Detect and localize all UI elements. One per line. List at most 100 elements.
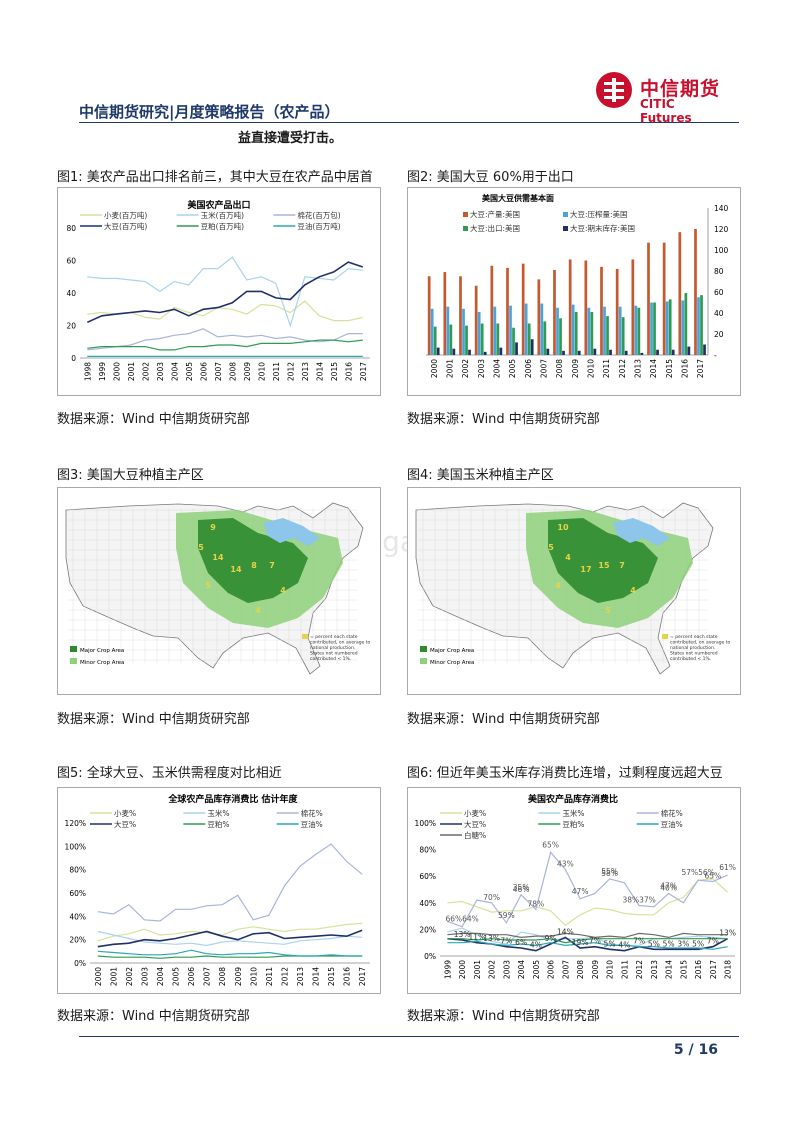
y-tick-label: 20 [714,330,724,339]
bar [559,318,562,355]
major-crop-area [198,518,308,603]
x-tick-label: 1999 [98,362,107,381]
series-line [447,940,728,950]
series-line [447,878,729,927]
x-tick-label: 2003 [140,967,149,986]
state-percent-label: 4 [555,581,561,590]
bar [512,327,515,355]
legend-label: 豆油(百万吨) [297,221,340,231]
series-line [97,929,363,948]
legend-swatch [563,212,568,217]
legend-major-swatch [420,646,427,652]
bar [462,308,465,355]
bar [618,306,622,355]
x-tick-label: 2014 [649,359,658,378]
bar [640,352,644,355]
bar [493,306,497,355]
legend-label: 大豆:压榨量:美国 [570,209,628,219]
bar [647,242,650,355]
chart-title: 全球农产品库存消费比 估计年度 [167,793,298,805]
x-tick-label: 2002 [141,362,150,381]
x-tick-label: 2002 [488,960,497,979]
legend-label: 白糖% [464,830,486,840]
bar [546,348,550,355]
y-tick-label: 20% [69,936,86,945]
chart-title: 美国农产品出口 [187,199,250,211]
data-label: 47% [572,887,589,896]
logo-emblem-icon [596,72,632,108]
state-percent-label: 5 [605,606,611,615]
legend-label: 大豆(百万吨) [104,221,147,231]
bar [637,307,641,355]
y-tick-label: - [714,351,717,360]
series-line [87,256,363,328]
x-tick-label: 2011 [272,362,281,381]
x-tick-label: 2007 [561,960,570,979]
bar [515,342,518,355]
y-tick-label: 80 [66,224,76,233]
y-tick-label: 40% [69,912,86,921]
x-tick-label: 2012 [635,960,644,979]
bar [681,300,685,355]
y-tick-label: 20 [66,322,76,331]
data-label: 4% [618,941,630,950]
y-tick-label: 60 [66,257,76,266]
bar [477,311,481,355]
report-header-title: 中信期货研究|月度策略报告（农产品） [79,103,340,121]
series-line [447,927,728,946]
legend-label: 豆油% [301,819,323,829]
x-tick-label: 2010 [249,967,258,986]
series-line [87,300,363,322]
bar [436,347,440,355]
data-label: 6% [515,938,527,947]
state-percent-label: 8 [251,561,257,570]
x-tick-label: 2000 [430,359,439,378]
legend-label: 棉花% [661,808,683,818]
y-tick-label: 100% [415,819,436,828]
data-label: 43% [557,860,574,869]
legend-major-label: Major Crop Area [80,648,124,654]
x-tick-label: 2005 [508,359,517,378]
data-label: 9% [545,934,557,943]
x-tick-label: 2017 [696,359,705,378]
bar [694,229,697,355]
legend-label: 玉米% [562,808,584,818]
x-tick-label: 2008 [576,960,585,979]
x-tick-label: 2002 [125,967,134,986]
bar [678,232,682,355]
series-line [97,930,363,947]
x-tick-label: 2017 [709,960,718,979]
data-label: 3% [677,939,689,948]
bar [499,347,503,355]
series-line [97,955,363,959]
legend-label: 棉花(百万包) [297,210,340,220]
state-percent-label: 7 [269,561,275,570]
x-tick-label: 2016 [343,967,352,986]
x-tick-label: 2003 [502,960,511,979]
fig4-map: 10 5 4 17 15 7 4 4 5 Major Crop Area Minor Crop Ar… [407,487,741,695]
data-label: 13% [719,929,736,938]
fig1-chart-panel: 美国农产品出口 小麦(百万吨) 玉米(百万吨) 棉花(百万包) 大豆(百万吨) 豆粕(百万… [57,187,381,396]
x-tick-label: 2003 [477,359,486,378]
bar [543,321,547,355]
x-tick-label: 2011 [602,359,611,378]
data-label: 13% [454,930,471,939]
x-tick-label: 2014 [665,960,674,979]
x-tick-label: 2006 [187,967,196,986]
state-percent-label: 5 [548,543,554,552]
y-tick-label: 0 [71,354,76,363]
bar [634,305,638,355]
bar [603,306,606,355]
data-label: 40% [660,883,677,892]
x-tick-label: 2000 [94,967,103,986]
x-tick-label: 2007 [214,362,223,381]
x-tick-label: 2001 [127,362,136,381]
y-tick-label: 100 [714,246,729,255]
y-tick-label: 20% [419,925,436,934]
x-tick-label: 2000 [458,960,467,979]
state-percent-label: 10 [557,523,569,532]
bar [537,279,541,355]
bar [480,323,484,355]
x-tick-label: 2000 [112,362,121,381]
